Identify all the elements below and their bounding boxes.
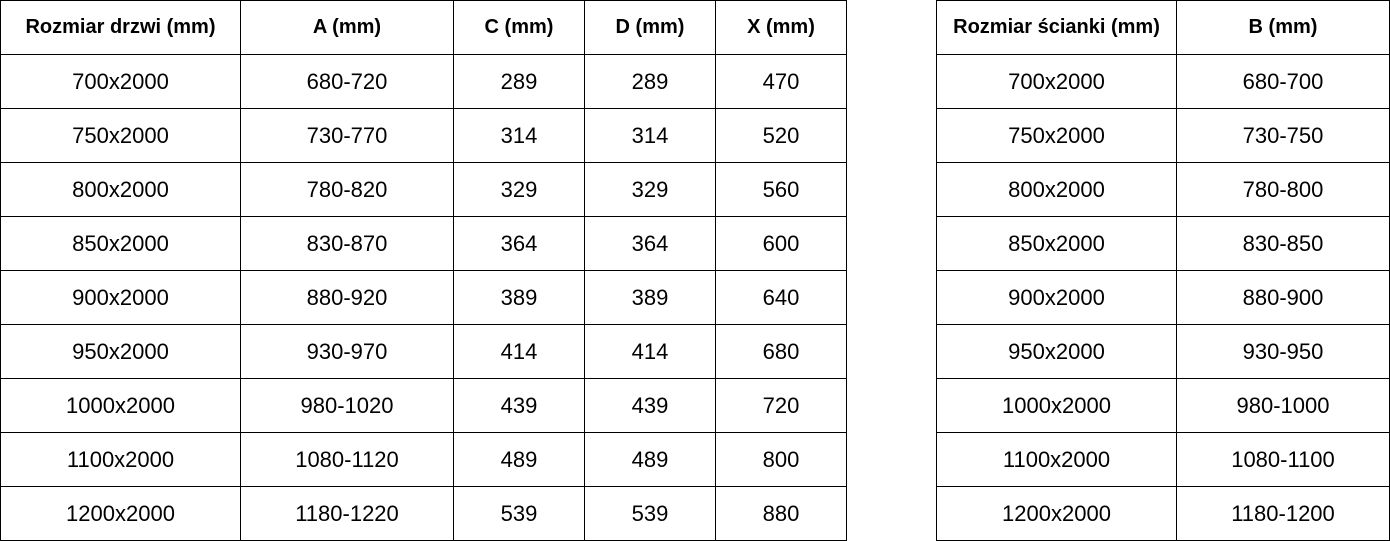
table-cell: 750x2000 [936, 108, 1177, 163]
column-header: Rozmiar drzwi (mm) [0, 0, 241, 55]
table-cell: 750x2000 [0, 108, 241, 163]
table-cell: 364 [453, 216, 585, 271]
table-cell: 950x2000 [0, 324, 241, 379]
table-cell: 489 [453, 432, 585, 487]
table-row: 950x2000 930-970 414 414 680 [0, 324, 847, 379]
table-row: 800x2000 780-820 329 329 560 [0, 162, 847, 217]
table-cell: 364 [584, 216, 716, 271]
table-row: 1100x2000 1080-1120 489 489 800 [0, 432, 847, 487]
table-cell: 800 [715, 432, 847, 487]
table-cell: 470 [715, 54, 847, 109]
table-cell: 289 [453, 54, 585, 109]
column-header: D (mm) [584, 0, 716, 55]
table-cell: 1180-1200 [1176, 486, 1390, 541]
table-cell: 414 [453, 324, 585, 379]
table-row: 1100x2000 1080-1100 [936, 432, 1390, 487]
table-cell: 539 [584, 486, 716, 541]
table-cell: 800x2000 [936, 162, 1177, 217]
table-cell: 680 [715, 324, 847, 379]
table-cell: 329 [584, 162, 716, 217]
table-row: 700x2000 680-700 [936, 54, 1390, 109]
table-cell: 680-720 [240, 54, 454, 109]
table-cell: 1180-1220 [240, 486, 454, 541]
table-cell: 980-1000 [1176, 378, 1390, 433]
table-cell: 1200x2000 [0, 486, 241, 541]
table-cell: 720 [715, 378, 847, 433]
table-cell: 314 [584, 108, 716, 163]
table-cell: 780-800 [1176, 162, 1390, 217]
table-cell: 1080-1100 [1176, 432, 1390, 487]
table-cell: 640 [715, 270, 847, 325]
table-row: 750x2000 730-770 314 314 520 [0, 108, 847, 163]
table-cell: 950x2000 [936, 324, 1177, 379]
table-cell: 439 [584, 378, 716, 433]
table-cell: 1100x2000 [0, 432, 241, 487]
table-row: 800x2000 780-800 [936, 162, 1390, 217]
table-cell: 900x2000 [0, 270, 241, 325]
table-cell: 489 [584, 432, 716, 487]
table-cell: 520 [715, 108, 847, 163]
table-row: 850x2000 830-850 [936, 216, 1390, 271]
table-cell: 880-900 [1176, 270, 1390, 325]
column-header: Rozmiar ścianki (mm) [936, 0, 1177, 55]
column-header: C (mm) [453, 0, 585, 55]
table-cell: 680-700 [1176, 54, 1390, 109]
table-cell: 850x2000 [0, 216, 241, 271]
table-cell: 389 [453, 270, 585, 325]
table-row: 850x2000 830-870 364 364 600 [0, 216, 847, 271]
header-row: Rozmiar drzwi (mm) A (mm) C (mm) D (mm) X (m… [0, 0, 847, 55]
table-cell: 780-820 [240, 162, 454, 217]
table-cell: 329 [453, 162, 585, 217]
table-cell: 1000x2000 [936, 378, 1177, 433]
table-cell: 700x2000 [0, 54, 241, 109]
table-row: 750x2000 730-750 [936, 108, 1390, 163]
table-cell: 1000x2000 [0, 378, 241, 433]
table-cell: 600 [715, 216, 847, 271]
table-cell: 850x2000 [936, 216, 1177, 271]
table-cell: 930-970 [240, 324, 454, 379]
table-cell: 830-850 [1176, 216, 1390, 271]
table-cell: 980-1020 [240, 378, 454, 433]
table-row: 950x2000 930-950 [936, 324, 1390, 379]
header-row: Rozmiar ścianki (mm) B (mm) [936, 0, 1390, 55]
table-cell: 880 [715, 486, 847, 541]
table-row: 1200x2000 1180-1200 [936, 486, 1390, 541]
table-cell: 880-920 [240, 270, 454, 325]
table-cell: 730-770 [240, 108, 454, 163]
column-header: B (mm) [1176, 0, 1390, 55]
table-cell: 289 [584, 54, 716, 109]
door-size-table: Rozmiar drzwi (mm) A (mm) C (mm) D (mm) X (m… [0, 0, 847, 541]
table-cell: 730-750 [1176, 108, 1390, 163]
column-header: X (mm) [715, 0, 847, 55]
table-cell: 389 [584, 270, 716, 325]
table-cell: 314 [453, 108, 585, 163]
table-cell: 700x2000 [936, 54, 1177, 109]
table-row: 900x2000 880-900 [936, 270, 1390, 325]
table-row: 700x2000 680-720 289 289 470 [0, 54, 847, 109]
table-cell: 900x2000 [936, 270, 1177, 325]
table-cell: 439 [453, 378, 585, 433]
table-row: 1000x2000 980-1000 [936, 378, 1390, 433]
table-cell: 539 [453, 486, 585, 541]
wall-size-table: Rozmiar ścianki (mm) B (mm) 700x2000 680-70… [936, 0, 1390, 541]
table-cell: 1200x2000 [936, 486, 1177, 541]
column-header: A (mm) [240, 0, 454, 55]
table-cell: 560 [715, 162, 847, 217]
table-cell: 800x2000 [0, 162, 241, 217]
table-cell: 930-950 [1176, 324, 1390, 379]
table-row: 1200x2000 1180-1220 539 539 880 [0, 486, 847, 541]
table-row: 900x2000 880-920 389 389 640 [0, 270, 847, 325]
table-row: 1000x2000 980-1020 439 439 720 [0, 378, 847, 433]
table-cell: 1100x2000 [936, 432, 1177, 487]
table-cell: 1080-1120 [240, 432, 454, 487]
table-cell: 414 [584, 324, 716, 379]
table-cell: 830-870 [240, 216, 454, 271]
